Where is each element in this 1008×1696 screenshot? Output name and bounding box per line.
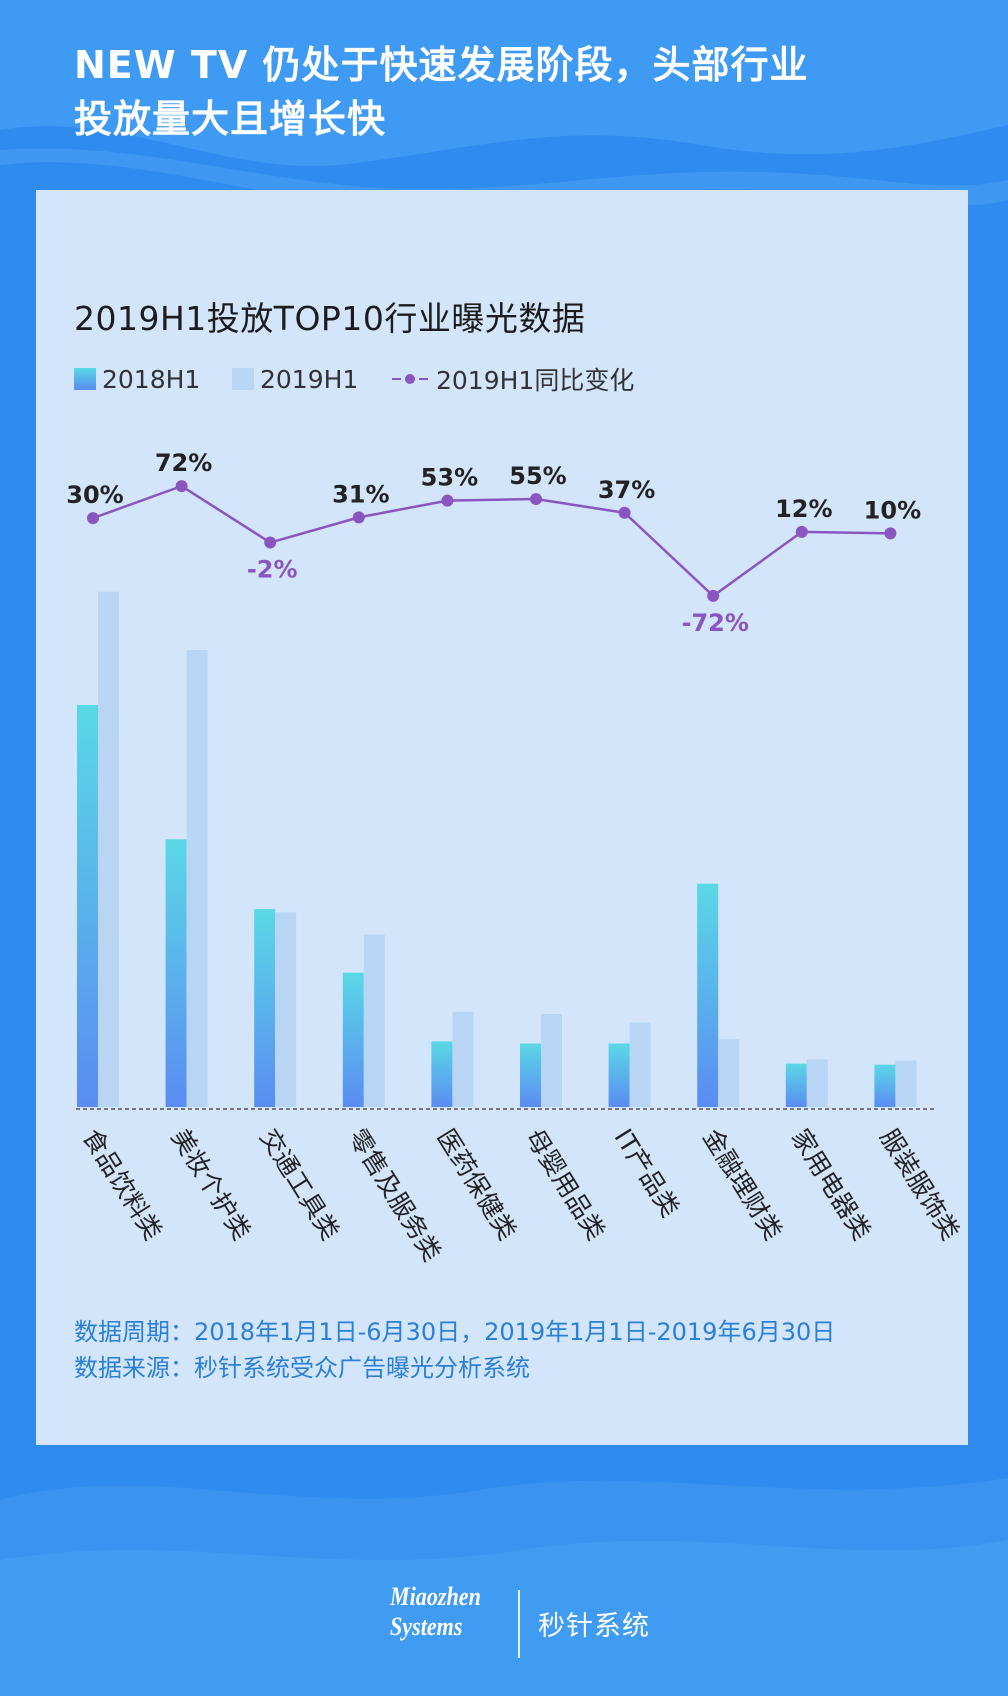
footnote-period: 数据周期：2018年1月1日-6月30日，2019年1月1日-2019年6月30…	[74, 1318, 836, 1346]
x-tick-label-3: 零售及服务类	[343, 1124, 447, 1267]
bar-2018h1-3	[342, 972, 364, 1107]
bottom-wave	[0, 1478, 1008, 1696]
yoy-data-label-9: 10%	[864, 496, 921, 524]
bar-2018h1-5	[520, 1043, 541, 1107]
bar-2018h1-1	[165, 839, 187, 1107]
logo-wordmark: Miaozhen Systems	[390, 1582, 484, 1642]
x-tick-label-1: 美妆个护类	[166, 1124, 257, 1245]
bar-2019h1-0	[98, 591, 119, 1107]
yoy-point-6	[618, 506, 631, 519]
legend-2019h1-label: 2019H1	[260, 364, 359, 394]
yoy-point-8	[795, 525, 808, 538]
bar-2018h1-8	[785, 1063, 807, 1107]
yoy-data-label-7: -72%	[681, 609, 748, 637]
headline-line1: NEW TV 仍处于快速发展阶段，头部行业	[74, 43, 809, 87]
yoy-point-3	[352, 511, 365, 524]
top-wave-light	[0, 0, 1008, 167]
x-tick-label-5: 母婴用品类	[520, 1124, 611, 1245]
headline: NEW TV 仍处于快速发展阶段，头部行业 投放量大且增长快	[74, 38, 808, 146]
logo-divider	[518, 1590, 520, 1658]
bar-2019h1-6	[629, 1022, 651, 1107]
yoy-point-0	[87, 512, 99, 525]
yoy-point-9	[884, 527, 897, 540]
x-tick-label-4: 医药保健类	[431, 1124, 522, 1245]
yoy-data-label-6: 37%	[598, 476, 655, 504]
yoy-polyline	[92, 484, 891, 598]
legend-yoy-label: 2019H1同比变化	[436, 366, 635, 395]
logo-cn-name: 秒针系统	[538, 1611, 650, 1642]
yoy-data-label-5: 55%	[509, 462, 566, 490]
yoy-data-label-3: 31%	[332, 480, 389, 508]
bar-2019h1-2	[275, 912, 297, 1107]
yoy-point-5	[530, 493, 542, 506]
yoy-data-label-0: 30%	[66, 481, 123, 509]
legend-yoy-swatch	[392, 368, 428, 390]
footnote: 数据周期：2018年1月1日-6月30日，2019年1月1日-2019年6月30…	[74, 1314, 835, 1386]
x-tick-label-2: 交通工具类	[254, 1124, 345, 1245]
bar-2019h1-7	[718, 1039, 740, 1107]
bar-2019h1-1	[186, 649, 208, 1107]
logo-en-line1: Miaozhen	[390, 1582, 481, 1611]
bar-2019h1-3	[363, 934, 385, 1107]
bar-2018h1-7	[697, 883, 719, 1107]
legend-2018h1-swatch	[74, 368, 96, 390]
legend-item-2018h1: 2018H1	[74, 364, 200, 394]
legend-2018h1-label: 2018H1	[102, 364, 201, 394]
footnote-source: 数据来源：秒针系统受众广告曝光分析系统	[74, 1354, 530, 1382]
yoy-point-7	[707, 589, 720, 602]
bar-2019h1-4	[452, 1011, 474, 1107]
yoy-point-4	[441, 494, 454, 507]
bottom-wave-light	[0, 1540, 1008, 1696]
series-yoy-line: 30% 72% -2% 31% 53% 55% 37% -72% 12% 10%	[66, 449, 921, 637]
yoy-data-label-2: -2%	[247, 556, 298, 584]
x-tick-label-7: 金融理财类	[697, 1124, 788, 1245]
bar-2018h1-2	[254, 909, 276, 1107]
chart-title: 2019H1投放TOP10行业曝光数据	[74, 299, 586, 338]
legend-item-2019h1: 2019H1	[232, 364, 358, 394]
bar-2019h1-5	[541, 1013, 562, 1107]
logo-en-line2: Systems	[390, 1612, 463, 1641]
legend-2019h1-swatch	[232, 368, 254, 390]
headline-line2: 投放量大且增长快	[74, 97, 387, 141]
yoy-data-label-8: 12%	[775, 495, 832, 523]
yoy-point-1	[175, 480, 188, 493]
x-tick-label-6: IT产品类	[609, 1124, 685, 1222]
legend-item-yoy: 2019H1同比变化	[392, 364, 635, 395]
series-2019h1-bars	[98, 591, 917, 1107]
bar-2018h1-6	[608, 1043, 630, 1107]
bar-2018h1-4	[431, 1041, 453, 1107]
x-tick-label-0: 食品饮料类	[77, 1124, 168, 1245]
yoy-data-label-4: 53%	[421, 464, 478, 492]
bar-2018h1-9	[874, 1064, 896, 1107]
bar-2019h1-9	[895, 1060, 917, 1107]
series-2018h1-bars	[77, 704, 896, 1107]
x-tick-label-8: 家用电器类	[786, 1124, 877, 1245]
x-tick-label-9: 服装服饰类	[874, 1124, 965, 1245]
yoy-data-label-1: 72%	[155, 449, 212, 477]
bar-2018h1-0	[77, 704, 98, 1107]
bar-2019h1-8	[806, 1059, 828, 1107]
yoy-point-2	[264, 536, 277, 549]
